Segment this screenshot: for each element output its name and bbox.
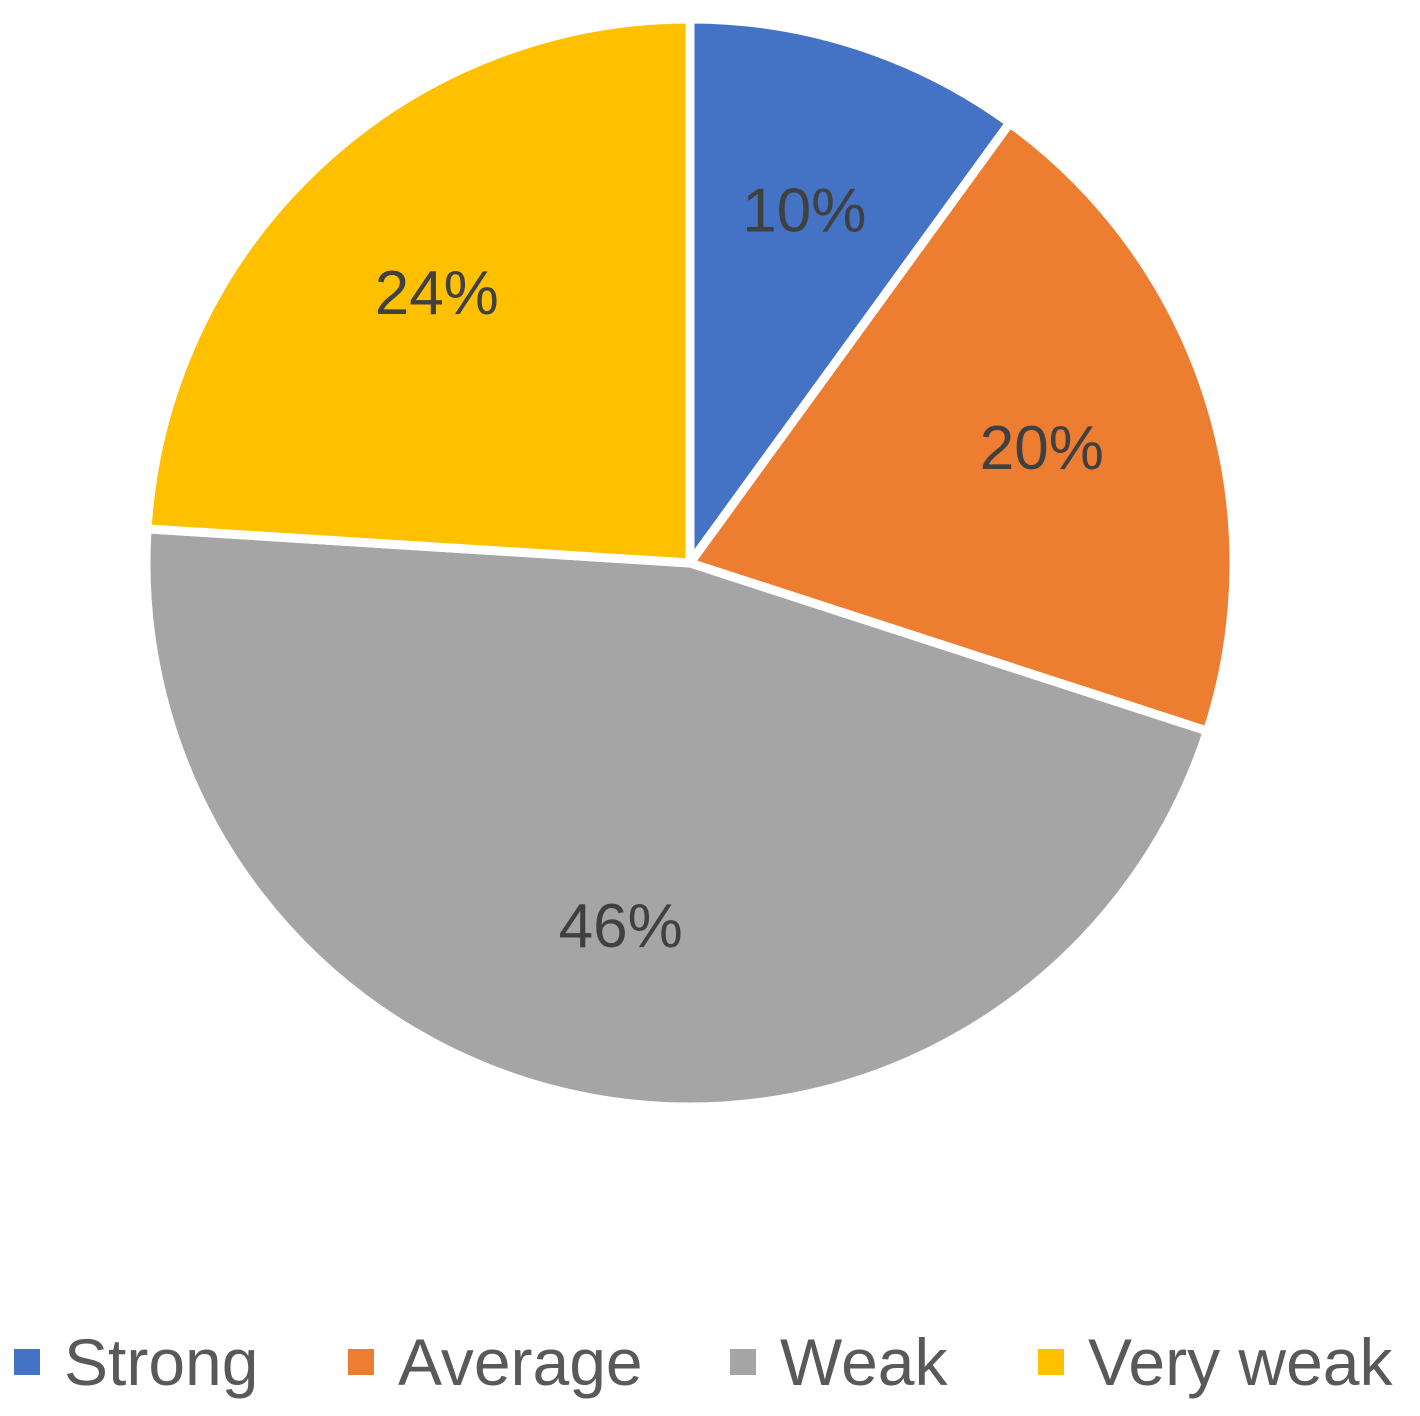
legend-item-average: Average xyxy=(348,1322,643,1402)
legend-label-average: Average xyxy=(398,1325,643,1399)
legend-label-weak: Weak xyxy=(780,1325,948,1399)
data-label-weak: 46% xyxy=(559,892,683,961)
chart-legend: Strong Average Weak Very weak xyxy=(0,1322,1420,1402)
legend-swatch-weak xyxy=(730,1349,756,1375)
data-label-very-weak: 24% xyxy=(375,259,499,328)
pie-slice-average xyxy=(685,118,1239,736)
legend-label-strong: Strong xyxy=(64,1325,259,1399)
legend-label-very-weak: Very weak xyxy=(1088,1325,1393,1399)
legend-swatch-average xyxy=(348,1349,374,1375)
legend-swatch-strong xyxy=(14,1349,40,1375)
pie-slice-weak xyxy=(141,524,1212,1112)
pie-slice-very-weak xyxy=(142,14,695,568)
legend-swatch-very-weak xyxy=(1038,1349,1064,1375)
data-label-average: 20% xyxy=(980,414,1104,483)
legend-item-strong: Strong xyxy=(14,1322,258,1402)
data-label-strong: 10% xyxy=(742,177,866,246)
legend-item-very-weak: Very weak xyxy=(1038,1322,1392,1402)
pie-chart-svg: 10% 20% 46% 24% xyxy=(141,14,1239,1112)
legend-item-weak: Weak xyxy=(730,1322,948,1402)
pie-slice-strong xyxy=(685,14,1015,568)
